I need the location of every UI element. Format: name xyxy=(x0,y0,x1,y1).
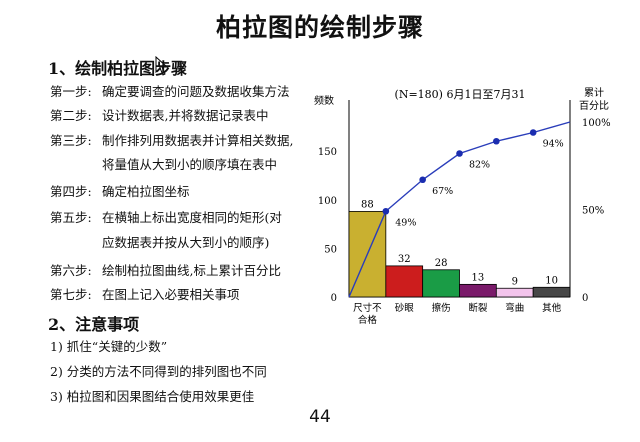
bar-value-label: 28 xyxy=(435,258,448,269)
step-5: 第五步: 在横轴上标出宽度相同的矩形(对 xyxy=(50,207,282,226)
bar-value-label: 32 xyxy=(398,254,411,265)
bar-value-label: 13 xyxy=(472,272,485,283)
step-label: 第七步: xyxy=(50,287,92,302)
bar xyxy=(385,265,424,298)
step-2: 第二步: 设计数据表,并将数据记录表中 xyxy=(50,105,268,124)
x-tick-label: 弯曲 xyxy=(505,302,524,314)
bar xyxy=(532,286,571,298)
x-tick-label: 其他 xyxy=(542,302,562,314)
y-axis-label: 频数 xyxy=(314,94,334,107)
slide-title: 柏拉图的绘制步骤 xyxy=(215,13,424,42)
chart-title: (N=180) 6月1日至7月31 xyxy=(395,88,526,101)
step-3: 第三步: 制作排列用数据表并计算相关数据, xyxy=(50,130,293,149)
y-tick-label: 0 xyxy=(331,293,337,304)
bar xyxy=(495,287,534,298)
y-tick-label: 100 xyxy=(318,196,337,207)
note-2: 2) 分类的方法不同得到的排列图也不同 xyxy=(50,364,267,379)
step-label: 第六步: xyxy=(50,263,92,278)
x-tick-label: 擦伤 xyxy=(432,302,451,314)
y-tick-label: 50 xyxy=(324,244,337,255)
cumulative-point xyxy=(419,176,426,184)
y2-axis-label: 累计 xyxy=(584,86,604,99)
cumulative-point xyxy=(456,150,463,157)
note-3: 3) 柏拉图和因果图结合使用效果更佳 xyxy=(50,389,255,404)
y2-axis-label: 百分比 xyxy=(579,100,609,112)
step-text: 设计数据表,并将数据记录表中 xyxy=(102,108,269,123)
step-text: 在图上记入必要相关事项 xyxy=(102,287,240,302)
step-label: 第二步: xyxy=(50,108,92,123)
note-1: 1) 抓住“关键的少数” xyxy=(50,339,168,354)
step-text: 绘制柏拉图曲线,标上累计百分比 xyxy=(102,263,281,278)
y-tick-label: 150 xyxy=(318,147,337,158)
step-text: 制作排列用数据表并计算相关数据, xyxy=(102,133,294,148)
cumulative-percent-label: 67% xyxy=(432,186,453,197)
cumulative-percent-label: 94% xyxy=(543,139,564,150)
step-label: 第四步: xyxy=(50,184,92,199)
bar-value-label: 9 xyxy=(512,276,518,287)
cumulative-point xyxy=(493,137,500,145)
step-label: 第五步: xyxy=(50,210,92,225)
cumulative-percent-label: 82% xyxy=(469,160,490,171)
step-3-continuation: 将量值从大到小的顺序填在表中 xyxy=(102,157,278,172)
section-heading-steps: 1、绘制柏拉图步骤 xyxy=(48,59,188,78)
step-label: 第三步: xyxy=(50,133,92,148)
cumulative-percent-label: 49% xyxy=(395,217,416,228)
step-7: 第七步: 在图上记入必要相关事项 xyxy=(50,284,240,303)
pareto-chart: (N=180) 6月1日至7月31 频数 累计百分比 0 50 100 150 0 50% 100… xyxy=(314,86,611,326)
y2-tick-label: 0 xyxy=(582,293,588,304)
step-text: 在横轴上标出宽度相同的矩形(对 xyxy=(102,210,282,225)
x-tick-label: 合格 xyxy=(358,314,378,326)
step-label: 第一步: xyxy=(50,84,92,99)
step-1: 第一步: 确定要调查的问题及数据收集方法 xyxy=(50,81,290,100)
cumulative-point xyxy=(529,129,537,136)
step-5-continuation: 应数据表并按从大到小的顺序) xyxy=(102,235,270,250)
page-number: 44 xyxy=(309,407,331,427)
section-heading-notes: 2、注意事项 xyxy=(48,315,140,334)
mouse-cursor-icon xyxy=(155,56,169,76)
step-6: 第六步: 绘制柏拉图曲线,标上累计百分比 xyxy=(50,260,281,279)
x-tick-label: 砂眼 xyxy=(395,302,415,314)
bar xyxy=(459,283,497,298)
step-text: 确定柏拉图坐标 xyxy=(102,184,190,199)
bar xyxy=(422,269,460,298)
x-tick-label: 断裂 xyxy=(468,302,488,314)
y2-tick-label: 50% xyxy=(582,206,604,217)
y2-tick-label: 100% xyxy=(582,118,611,129)
bar-value-label: 88 xyxy=(361,199,374,210)
bar-value-label: 10 xyxy=(545,275,558,286)
step-4: 第四步: 确定柏拉图坐标 xyxy=(50,181,190,200)
step-text: 确定要调查的问题及数据收集方法 xyxy=(102,84,290,99)
x-tick-label: 尺寸不 xyxy=(353,302,382,314)
cumulative-point xyxy=(382,207,390,215)
